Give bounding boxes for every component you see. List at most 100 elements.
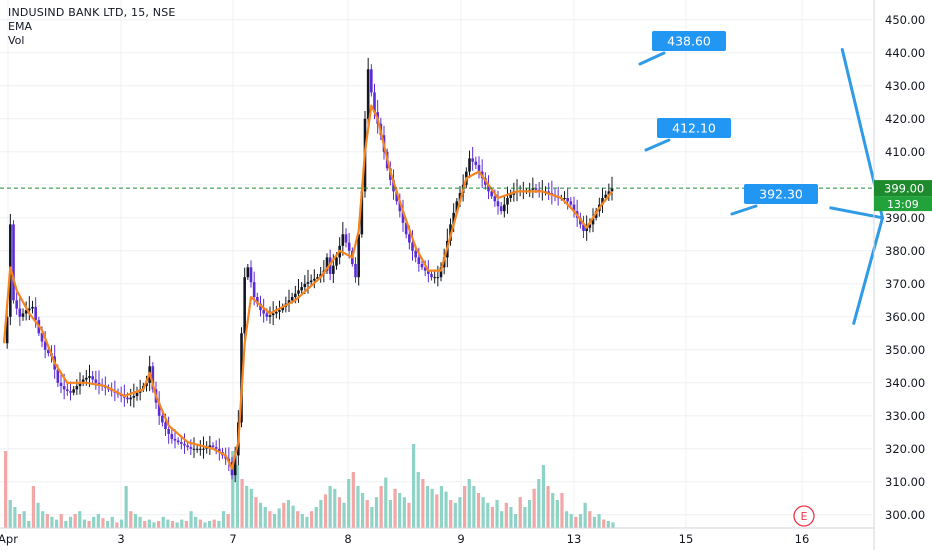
candle-body bbox=[47, 349, 50, 354]
candle-body bbox=[499, 206, 503, 212]
candle-body bbox=[585, 227, 588, 231]
volume-bar bbox=[231, 451, 235, 528]
candle-body bbox=[56, 369, 60, 383]
price-callout[interactable]: 392.30 bbox=[744, 184, 818, 204]
volume-bar bbox=[92, 516, 96, 528]
volume-bar bbox=[523, 507, 527, 528]
price-tick-label: 320.00 bbox=[885, 442, 925, 456]
volume-bar bbox=[189, 511, 193, 528]
volume-bar bbox=[588, 511, 592, 528]
volume-indicator-label[interactable]: Vol bbox=[8, 34, 25, 47]
volume-bar bbox=[384, 477, 388, 528]
volume-bar bbox=[463, 486, 467, 528]
volume-bar bbox=[379, 486, 383, 528]
volume-bar bbox=[555, 500, 559, 528]
candle-body bbox=[534, 188, 538, 190]
time-tick-label: 13 bbox=[567, 532, 582, 546]
ema-line bbox=[2, 104, 613, 470]
candle-body bbox=[370, 69, 373, 93]
volume-bar bbox=[551, 493, 555, 528]
candle-body bbox=[180, 442, 183, 444]
volume-bar bbox=[472, 486, 476, 528]
candle-body bbox=[357, 234, 360, 278]
price-callout[interactable]: 438.60 bbox=[652, 31, 726, 51]
markers[interactable]: E bbox=[793, 505, 815, 527]
candle-body bbox=[373, 92, 376, 113]
candle-body bbox=[97, 382, 101, 385]
volume-bar bbox=[407, 502, 411, 528]
candle-body bbox=[303, 283, 307, 288]
earnings-marker[interactable]: E bbox=[793, 505, 815, 527]
candle-body bbox=[173, 438, 177, 441]
volume-bar bbox=[356, 486, 360, 528]
candle-body bbox=[401, 211, 405, 223]
volume-bar bbox=[286, 500, 291, 528]
candle-body bbox=[69, 391, 72, 393]
volume-bar bbox=[277, 508, 281, 528]
price-axis[interactable]: 450.00440.00430.00420.00410.00400.00390.… bbox=[873, 0, 932, 550]
candle-body bbox=[75, 386, 79, 390]
candle-body bbox=[78, 382, 82, 387]
price-callout[interactable]: 412.10 bbox=[657, 118, 731, 138]
candle-body bbox=[474, 161, 478, 165]
time-tick-label: Apr bbox=[0, 532, 18, 546]
volume-bar bbox=[13, 507, 17, 528]
volume-bar bbox=[180, 519, 184, 528]
volume-bar bbox=[166, 519, 170, 528]
candle-body bbox=[164, 422, 167, 429]
volume-bar bbox=[351, 472, 355, 528]
symbol-title[interactable]: INDUSIND BANK LTD, 15, NSE bbox=[8, 6, 176, 19]
candle-body bbox=[66, 389, 69, 392]
volume-bar bbox=[235, 465, 240, 528]
candle-body bbox=[309, 280, 313, 283]
candle-body bbox=[332, 265, 335, 274]
volume-bar bbox=[560, 493, 564, 528]
callout-label: 438.60 bbox=[667, 34, 711, 49]
candle-body bbox=[604, 194, 607, 198]
price-callouts[interactable]: 438.60 412.10 392.30 bbox=[638, 31, 818, 216]
volume-bar bbox=[310, 511, 314, 528]
time-axis[interactable]: Apr 3 7 8 9 13 15 16 bbox=[0, 527, 874, 546]
callout-box bbox=[652, 31, 726, 51]
candle-body bbox=[132, 396, 136, 398]
candle-body bbox=[233, 455, 237, 476]
volume-bar bbox=[374, 497, 379, 528]
volume-bar bbox=[602, 519, 606, 528]
volume-bar bbox=[106, 521, 110, 528]
callout-box bbox=[744, 184, 818, 204]
candle-body bbox=[490, 191, 493, 197]
volume-bar bbox=[45, 514, 49, 528]
volume-bar bbox=[175, 522, 179, 528]
volume-bar bbox=[198, 519, 202, 528]
candle-body bbox=[15, 300, 18, 309]
volume-bar bbox=[574, 516, 578, 528]
candle-body bbox=[21, 313, 25, 317]
candle-body bbox=[607, 191, 611, 195]
candle-body bbox=[436, 277, 440, 279]
time-tick-label: 15 bbox=[679, 532, 694, 546]
candles bbox=[5, 57, 614, 483]
candle-body bbox=[306, 282, 310, 284]
candle-body bbox=[5, 316, 9, 344]
candle-body bbox=[157, 402, 161, 416]
earnings-marker-label: E bbox=[801, 510, 808, 523]
volume-bar bbox=[282, 502, 286, 528]
candle-body bbox=[183, 443, 186, 446]
candle-body bbox=[218, 448, 221, 453]
candle-body bbox=[420, 264, 424, 268]
grid bbox=[0, 0, 872, 528]
ema-indicator-label[interactable]: EMA bbox=[8, 20, 32, 33]
volume-bar bbox=[170, 521, 175, 528]
volume-bar bbox=[73, 514, 77, 528]
callout-pointer bbox=[644, 138, 671, 152]
candle-body bbox=[547, 191, 550, 194]
candle-body bbox=[395, 191, 398, 202]
time-tick-label: 7 bbox=[229, 532, 236, 546]
volume-bar bbox=[565, 511, 569, 528]
volume-bar bbox=[347, 479, 351, 528]
volume-bar bbox=[124, 486, 128, 528]
price-tick-label: 420.00 bbox=[885, 112, 925, 126]
candle-body bbox=[195, 448, 199, 450]
